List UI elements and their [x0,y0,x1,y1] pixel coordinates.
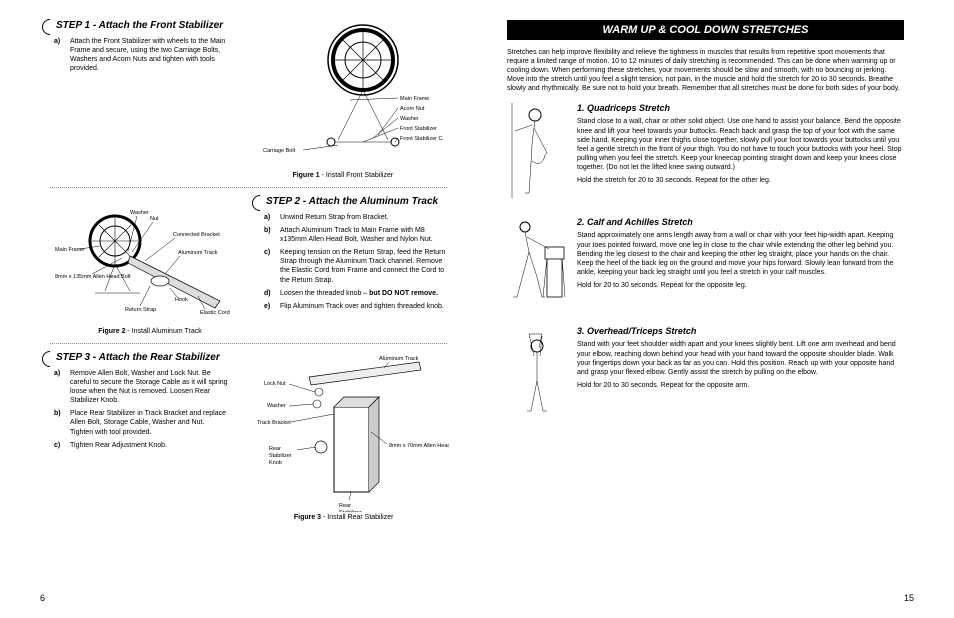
stretch-hold: Hold the stretch for 20 to 30 seconds. R… [577,176,904,185]
svg-text:Washer: Washer [130,210,149,216]
svg-text:RearStabilizerKnob: RearStabilizerKnob [269,446,292,466]
intro-text: Stretches can help improve flexibility a… [507,48,904,93]
stretch-hold: Hold for 20 to 30 seconds. Repeat for th… [577,381,904,390]
step1-list: a) Attach the Front Stabilizer with whee… [54,37,229,73]
step2-list: a)Unwind Return Strap from Bracket. b)At… [264,213,447,311]
svg-text:8mm x 70mm Allen Head Bolt: 8mm x 70mm Allen Head Bolt [389,443,449,449]
divider [50,187,447,188]
stretch-title: 2. Calf and Achilles Stretch [577,217,904,227]
calf-stretch-figure [507,217,567,312]
figure1: Main Frame Acorn Nut Washer Front Stabil… [239,20,447,179]
page-right: WARM UP & COOL DOWN STRETCHES Stretches … [477,20,924,603]
svg-text:Washer: Washer [400,116,419,122]
svg-text:8mm x 135mm Allen Head Bolt: 8mm x 135mm Allen Head Bolt [55,274,131,280]
stretch-body: Stand with your feet shoulder width apar… [577,340,904,376]
svg-text:Main Frame: Main Frame [55,247,84,253]
svg-text:RearStabilizer: RearStabilizer [339,503,362,512]
stretch-title: 3. Overhead/Triceps Stretch [577,326,904,336]
stretch-1: 1. Quadriceps Stretch Stand close to a w… [507,103,904,203]
step1-row: STEP 1 - Attach the Front Stabilizer a) … [50,20,447,179]
svg-text:Track Bracket: Track Bracket [257,420,291,426]
list-item: a) Attach the Front Stabilizer with whee… [54,37,229,73]
stretch-body: Stand close to a wall, chair or other so… [577,117,904,172]
figure3-caption: Figure 3 - Install Rear Stabilizer [239,514,449,521]
step3-list: a)Remove Allen Bolt, Washer and Lock Nut… [54,369,229,450]
figure2-caption: Figure 2 - Install Aluminum Track [50,328,250,335]
warmup-header: WARM UP & COOL DOWN STRETCHES [507,20,904,40]
stretch-2: 2. Calf and Achilles Stretch Stand appro… [507,217,904,312]
svg-text:Hook: Hook [175,297,188,303]
svg-text:Acorn Nut: Acorn Nut [400,106,425,112]
step1-title: STEP 1 - Attach the Front Stabilizer [50,20,229,31]
page-number: 15 [904,593,914,603]
svg-text:Washer: Washer [267,403,286,409]
svg-text:Aluminum Track: Aluminum Track [379,356,419,362]
stretch-title: 1. Quadriceps Stretch [577,103,904,113]
page-left: STEP 1 - Attach the Front Stabilizer a) … [30,20,477,603]
svg-text:Nut: Nut [150,216,159,222]
svg-text:Elastic Cord: Elastic Cord [200,310,230,316]
step2-row: Washer Nut Connected Bracket Main Frame … [50,196,447,335]
triceps-stretch-figure [507,326,567,421]
stretch-body: Stand approximately one arms length away… [577,231,904,276]
figure3: Aluminum Track Lock Nut Washer Track Bra… [239,352,449,521]
figure1-caption: Figure 1 - Install Front Stabilizer [239,172,447,179]
step3-title: STEP 3 - Attach the Rear Stabilizer [50,352,229,363]
svg-text:Main Frame: Main Frame [400,96,429,102]
svg-text:Front Stabilizer: Front Stabilizer [400,126,437,132]
svg-text:Carriage Bolt: Carriage Bolt [263,148,296,154]
svg-text:Lock Nut: Lock Nut [264,381,286,387]
stretch-3: 3. Overhead/Triceps Stretch Stand with y… [507,326,904,421]
page-number: 6 [40,593,45,603]
figure2: Washer Nut Connected Bracket Main Frame … [50,196,250,335]
quad-stretch-figure [507,103,567,203]
svg-text:Connected Bracket: Connected Bracket [173,232,220,238]
divider [50,343,447,344]
svg-text:Front Stabilizer Cap: Front Stabilizer Cap [400,136,443,142]
stretch-hold: Hold for 20 to 30 seconds. Repeat for th… [577,281,904,290]
svg-text:Return Strap: Return Strap [125,307,156,313]
step2-title: STEP 2 - Attach the Aluminum Track [260,196,447,207]
svg-text:Aluminum Track: Aluminum Track [178,250,218,256]
step3-row: STEP 3 - Attach the Rear Stabilizer a)Re… [50,352,447,521]
